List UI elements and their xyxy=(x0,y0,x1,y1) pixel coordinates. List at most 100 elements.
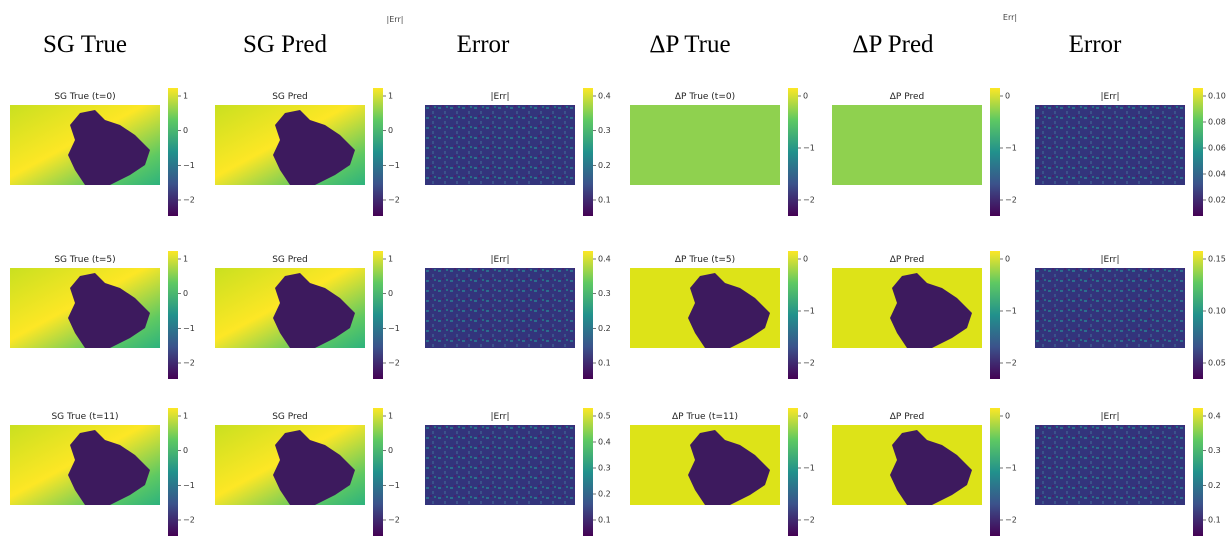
heatmap xyxy=(832,105,982,185)
colorbar-tick-label: −2 xyxy=(803,359,815,368)
heatmap-field xyxy=(425,268,575,348)
colorbar-tick-label: 0 xyxy=(1005,92,1010,101)
colorbar-tick-label: 0 xyxy=(183,289,188,298)
colorbar-tick-label: 0.08 xyxy=(1208,118,1226,127)
colorbar-tick-label: −1 xyxy=(388,481,400,490)
heatmap xyxy=(425,425,575,505)
panel: SG True (t=5) 1 0 −1 −2 xyxy=(10,251,195,379)
panel-title: |Err| xyxy=(491,255,510,265)
colorbar xyxy=(990,251,1000,379)
panel: ΔP True (t=11) 0 −1 −2 xyxy=(630,408,815,536)
colorbar-tick-label: −2 xyxy=(803,196,815,205)
panel-title: ΔP Pred xyxy=(890,412,924,422)
colorbar-tick-label: 0 xyxy=(803,92,808,101)
panel-title: SG True (t=0) xyxy=(54,92,115,102)
colorbar-tick-label: 0.10 xyxy=(1208,307,1226,316)
panel: |Err| 0.5 0.4 0.3 0.2 0.1 xyxy=(425,408,611,536)
heatmap xyxy=(215,105,365,185)
panel: SG Pred 1 0 −1 −2 xyxy=(215,88,400,216)
heatmap xyxy=(630,425,780,505)
colorbar xyxy=(990,408,1000,536)
panel: SG True (t=0) 1 0 −1 −2 xyxy=(10,88,195,216)
colorbar-tick-label: −2 xyxy=(388,196,400,205)
colorbar-tick-label: 0.2 xyxy=(598,490,611,499)
column-header: SG Pred xyxy=(243,31,328,58)
colorbar xyxy=(168,251,178,379)
colorbar-tick-label: −2 xyxy=(1005,516,1017,525)
panel-title: ΔP Pred xyxy=(890,255,924,265)
stray-label: Err| xyxy=(1003,13,1017,22)
colorbar-tick-label: 0.10 xyxy=(1208,92,1226,101)
colorbar-tick-label: 0.04 xyxy=(1208,170,1226,179)
panel: SG Pred 1 0 −1 −2 xyxy=(215,408,400,536)
panel: ΔP True (t=0) 0 −1 −2 xyxy=(630,88,815,216)
colorbar-tick-label: −1 xyxy=(803,464,815,473)
colorbar-tick-label: −2 xyxy=(183,359,195,368)
colorbar-tick-label: −2 xyxy=(183,516,195,525)
colorbar-tick-label: 0.02 xyxy=(1208,196,1226,205)
heatmap xyxy=(215,268,365,348)
colorbar xyxy=(168,88,178,216)
heatmap xyxy=(1035,105,1185,185)
heatmap-field xyxy=(1035,105,1185,185)
colorbar xyxy=(583,88,593,216)
colorbar-tick-label: 0 xyxy=(1005,255,1010,264)
colorbar-tick-label: 0.2 xyxy=(1208,481,1221,490)
panel-title: ΔP True (t=0) xyxy=(675,92,735,102)
colorbar-tick-label: 0.5 xyxy=(598,412,611,421)
panel: SG True (t=11) 1 0 −1 −2 xyxy=(10,408,195,536)
panel: ΔP Pred 0 −1 −2 xyxy=(832,251,1017,379)
colorbar xyxy=(1193,88,1203,216)
colorbar xyxy=(373,408,383,536)
heatmap-field xyxy=(630,105,780,185)
colorbar-tick-label: −2 xyxy=(1005,196,1017,205)
colorbar-tick-label: −1 xyxy=(183,324,195,333)
colorbar-tick-label: 0.2 xyxy=(598,324,611,333)
colorbar-tick-label: −2 xyxy=(388,359,400,368)
panel: |Err| 0.10 0.08 0.06 0.04 0.02 xyxy=(1035,88,1226,216)
colorbar-tick-label: 0.4 xyxy=(1208,412,1221,421)
heatmap-field xyxy=(425,105,575,185)
colorbar xyxy=(788,408,798,536)
colorbar-tick-label: 0.06 xyxy=(1208,144,1226,153)
colorbar-tick-label: 0.1 xyxy=(598,196,611,205)
colorbar xyxy=(1193,251,1203,379)
colorbar-tick-label: 0.15 xyxy=(1208,255,1226,264)
panel-title: SG Pred xyxy=(272,255,308,265)
figure-grid: SG True SG Pred Error ΔP True ΔP Pred Error |E… xyxy=(10,13,1226,536)
panel-title: SG True (t=11) xyxy=(51,412,118,422)
panel-title: ΔP Pred xyxy=(890,92,924,102)
column-header: SG True xyxy=(43,31,127,58)
colorbar-tick-label: 0 xyxy=(803,255,808,264)
colorbar xyxy=(373,251,383,379)
colorbar-tick-label: 0 xyxy=(388,289,393,298)
colorbar-tick-label: −2 xyxy=(803,516,815,525)
heatmap xyxy=(425,105,575,185)
colorbar xyxy=(788,251,798,379)
colorbar-tick-label: 0 xyxy=(1005,412,1010,421)
heatmap xyxy=(425,268,575,348)
colorbar-tick-label: 1 xyxy=(183,255,188,264)
panel-title: |Err| xyxy=(1101,92,1120,102)
colorbar xyxy=(990,88,1000,216)
colorbar-tick-label: 0.2 xyxy=(598,161,611,170)
colorbar-tick-label: 0.05 xyxy=(1208,359,1226,368)
panel-title: SG Pred xyxy=(272,412,308,422)
colorbar-tick-label: 0 xyxy=(388,126,393,135)
heatmap xyxy=(215,425,365,505)
colorbar-tick-label: 1 xyxy=(183,412,188,421)
colorbar-tick-label: −2 xyxy=(1005,359,1017,368)
panel-title: ΔP True (t=5) xyxy=(675,255,735,265)
column-header: Error xyxy=(457,31,510,58)
panel: |Err| 0.4 0.3 0.2 0.1 xyxy=(425,88,611,216)
panel: |Err| 0.4 0.3 0.2 0.1 xyxy=(1035,408,1221,536)
colorbar xyxy=(373,88,383,216)
colorbar-tick-label: −1 xyxy=(803,144,815,153)
colorbar-tick-label: −2 xyxy=(183,196,195,205)
heatmap xyxy=(630,268,780,348)
colorbar-tick-label: −1 xyxy=(803,307,815,316)
colorbar-tick-label: −1 xyxy=(1005,307,1017,316)
colorbar xyxy=(1193,408,1203,536)
